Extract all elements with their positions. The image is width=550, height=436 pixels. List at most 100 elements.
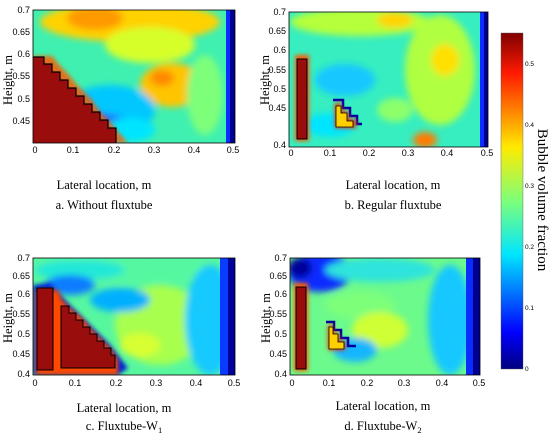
x-tick: 0.4 bbox=[188, 145, 201, 155]
x-tick: 0.5 bbox=[227, 145, 240, 155]
high-fraction-region bbox=[33, 57, 116, 143]
x-tick: 0 bbox=[32, 378, 37, 388]
y-tick: 0.45 bbox=[12, 349, 30, 359]
panel-c-x-ticks: 0 0.1 0.2 0.3 0.4 0.5 bbox=[32, 378, 240, 388]
panel-b-x-ticks: 0 0.1 0.2 0.3 0.4 0.5 bbox=[288, 148, 493, 158]
y-tick: 0.7 bbox=[273, 7, 286, 17]
caption-text: c. Fluxtube-W bbox=[86, 419, 158, 433]
fluxtube-right bbox=[328, 326, 345, 350]
panel-c-y-ticks: 0.7 0.65 0.6 0.55 0.5 0.45 0.4 bbox=[12, 253, 30, 379]
x-tick: 0.5 bbox=[473, 378, 486, 388]
x-tick: 0.4 bbox=[190, 378, 203, 388]
x-tick: 0.1 bbox=[69, 378, 82, 388]
y-tick: 0.55 bbox=[12, 71, 30, 81]
colorbar-gradient bbox=[500, 32, 524, 370]
panel-a-y-ticks: 0.7 0.65 0.6 0.55 0.5 0.45 bbox=[12, 5, 30, 126]
fluxtube-left bbox=[296, 58, 308, 140]
fluxtube-left bbox=[36, 287, 54, 371]
colorbar-tick: 0 bbox=[525, 366, 529, 373]
y-tick: 0.4 bbox=[273, 140, 286, 150]
y-tick: 0.6 bbox=[17, 49, 30, 59]
colorbar-tick: 0.4 bbox=[525, 122, 534, 129]
y-tick: 0.45 bbox=[268, 103, 286, 113]
y-tick: 0.4 bbox=[274, 369, 287, 379]
panel-d-heatmap bbox=[290, 258, 480, 375]
x-tick: 0.3 bbox=[402, 148, 415, 158]
y-tick: 0.5 bbox=[273, 84, 286, 94]
x-tick: 0.3 bbox=[150, 378, 163, 388]
colorbar: 0.5 0.4 0.3 0.2 0.1 0 Bubble volume frac… bbox=[500, 32, 550, 373]
y-tick: 0.4 bbox=[17, 369, 30, 379]
y-tick: 0.65 bbox=[12, 27, 30, 37]
y-tick: 0.65 bbox=[269, 271, 287, 281]
x-tick: 0.4 bbox=[436, 378, 449, 388]
x-tick: 0.3 bbox=[148, 145, 161, 155]
y-axis-label: Height, m bbox=[1, 55, 15, 105]
x-tick: 0 bbox=[32, 145, 37, 155]
panel-d: 0.7 0.65 0.6 0.55 0.5 0.45 0.4 0 0.1 0.2… bbox=[259, 253, 485, 435]
panel-c: 0.7 0.65 0.6 0.55 0.5 0.45 0.4 0 0.1 0.2… bbox=[1, 253, 240, 435]
fluxtube-right bbox=[335, 105, 354, 128]
x-tick: 0.2 bbox=[108, 145, 121, 155]
caption-subscript: 1 bbox=[158, 425, 162, 435]
y-axis-label: Height, m bbox=[258, 55, 272, 105]
panel-c-heatmap bbox=[33, 258, 235, 375]
y-tick: 0.6 bbox=[17, 289, 30, 299]
panel-b-y-ticks: 0.7 0.65 0.6 0.55 0.5 0.45 0.4 bbox=[268, 7, 286, 150]
panel-caption: d. Fluxtube-W2 bbox=[344, 419, 421, 435]
y-tick: 0.45 bbox=[269, 349, 287, 359]
colorbar-tick: 0.2 bbox=[525, 244, 534, 251]
x-tick: 0.2 bbox=[110, 378, 123, 388]
fluxtube-right bbox=[60, 305, 116, 369]
caption-subscript: 2 bbox=[417, 425, 421, 435]
x-axis-label: Lateral location, m bbox=[336, 399, 431, 413]
y-tick: 0.65 bbox=[12, 271, 30, 281]
x-tick: 0.2 bbox=[363, 148, 376, 158]
panel-d-y-ticks: 0.7 0.65 0.6 0.55 0.5 0.45 0.4 bbox=[269, 253, 287, 379]
y-axis-label: Height, m bbox=[1, 293, 15, 343]
panel-d-x-ticks: 0 0.1 0.2 0.3 0.4 0.5 bbox=[289, 378, 485, 388]
panel-a: 0.7 0.65 0.6 0.55 0.5 0.45 0 0.1 0.2 0.3… bbox=[1, 5, 239, 212]
panel-b-heatmap bbox=[289, 12, 488, 147]
y-tick: 0.65 bbox=[268, 26, 286, 36]
y-tick: 0.6 bbox=[274, 289, 287, 299]
x-axis-label: Lateral location, m bbox=[346, 178, 441, 192]
colorbar-tick: 0.3 bbox=[525, 183, 534, 190]
y-tick: 0.7 bbox=[17, 253, 30, 263]
panel-b: 0.7 0.65 0.6 0.55 0.5 0.45 0.4 0 0.1 0.2… bbox=[258, 7, 493, 212]
panel-caption: c. Fluxtube-W1 bbox=[86, 419, 162, 435]
y-tick: 0.5 bbox=[17, 329, 30, 339]
x-axis-label: Lateral location, m bbox=[77, 401, 172, 415]
y-tick: 0.5 bbox=[17, 94, 30, 104]
y-tick: 0.7 bbox=[17, 5, 30, 15]
colorbar-tick: 0.1 bbox=[525, 305, 534, 312]
y-tick: 0.5 bbox=[274, 329, 287, 339]
panel-caption: a. Without fluxtube bbox=[56, 198, 153, 212]
x-tick: 0.4 bbox=[441, 148, 454, 158]
x-axis-label: Lateral location, m bbox=[57, 178, 152, 192]
x-tick: 0.5 bbox=[481, 148, 494, 158]
x-tick: 0 bbox=[288, 148, 293, 158]
x-tick: 0.5 bbox=[228, 378, 241, 388]
x-tick: 0.1 bbox=[323, 378, 336, 388]
y-tick: 0.55 bbox=[12, 309, 30, 319]
colorbar-ticks: 0.5 0.4 0.3 0.2 0.1 0 bbox=[525, 61, 534, 373]
y-tick: 0.6 bbox=[273, 45, 286, 55]
panel-caption: b. Regular fluxtube bbox=[345, 198, 442, 212]
caption-text: d. Fluxtube-W bbox=[344, 419, 417, 433]
y-axis-label: Height, m bbox=[259, 293, 273, 343]
x-tick: 0.3 bbox=[398, 378, 411, 388]
y-tick: 0.55 bbox=[268, 65, 286, 75]
colorbar-tick: 0.5 bbox=[525, 61, 534, 68]
x-tick: 0.2 bbox=[361, 378, 374, 388]
fluxtube-left bbox=[295, 286, 307, 370]
y-tick: 0.7 bbox=[274, 253, 287, 263]
panel-a-x-ticks: 0 0.1 0.2 0.3 0.4 0.5 bbox=[32, 145, 239, 155]
x-tick: 0.1 bbox=[67, 145, 80, 155]
x-tick: 0.1 bbox=[324, 148, 337, 158]
y-tick: 0.55 bbox=[269, 309, 287, 319]
x-tick: 0 bbox=[289, 378, 294, 388]
panel-a-heatmap bbox=[33, 10, 235, 143]
y-tick: 0.45 bbox=[12, 116, 30, 126]
